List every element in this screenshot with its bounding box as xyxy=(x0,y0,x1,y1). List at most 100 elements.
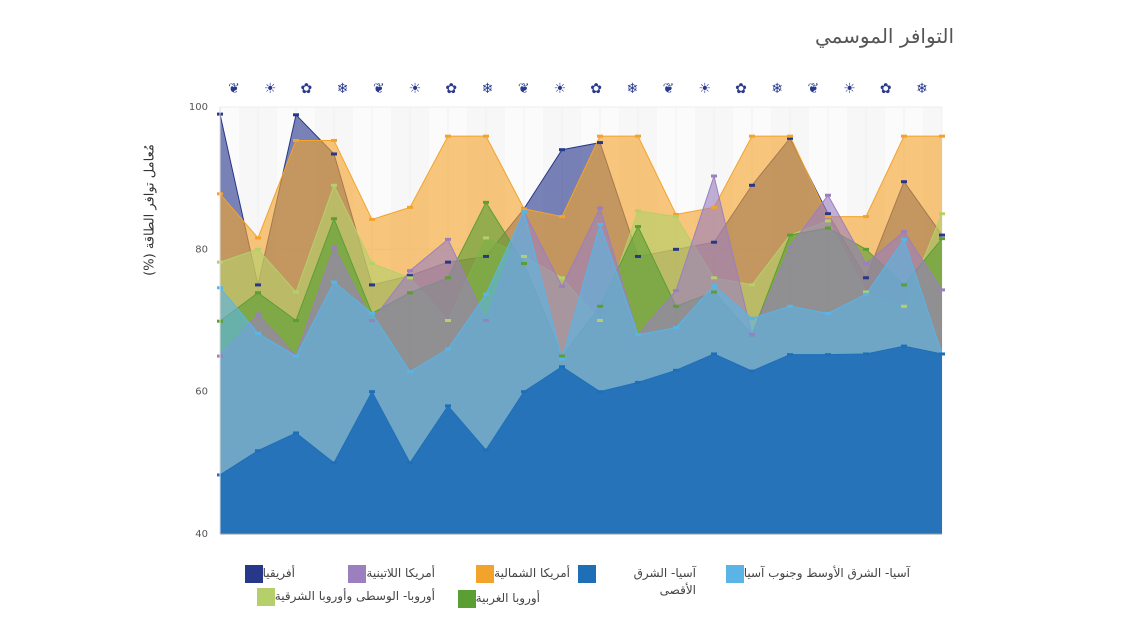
data-point xyxy=(483,448,489,452)
leaf-icon: ❦ xyxy=(373,81,385,97)
data-point xyxy=(445,276,451,280)
legend-label: آسيا- الشرق الأوسط وجنوب آسيا xyxy=(743,566,910,580)
data-point xyxy=(901,344,907,348)
data-point xyxy=(293,354,299,358)
data-point xyxy=(483,134,489,138)
legend-label: أفريقيا xyxy=(262,566,295,580)
data-point xyxy=(825,311,831,315)
data-point xyxy=(597,390,603,394)
data-point xyxy=(559,284,565,288)
data-point xyxy=(369,311,375,315)
data-point xyxy=(483,254,489,258)
data-point xyxy=(331,461,337,465)
data-point xyxy=(369,217,375,221)
data-point xyxy=(635,333,641,337)
data-point xyxy=(901,237,907,241)
sun-icon: ☀ xyxy=(409,81,422,97)
data-point xyxy=(825,212,831,216)
data-point xyxy=(711,276,717,280)
data-point xyxy=(597,222,603,226)
legend-item-latin-america[interactable]: أمريكا اللاتينية xyxy=(340,565,435,583)
maple-leaf-icon: ✿ xyxy=(735,81,747,97)
data-point xyxy=(635,254,641,258)
legend-swatch xyxy=(244,565,263,583)
maple-leaf-icon: ✿ xyxy=(301,81,313,97)
data-point xyxy=(673,212,679,216)
data-point xyxy=(331,138,337,142)
data-point xyxy=(407,269,413,273)
data-point xyxy=(711,240,717,244)
y-tick-label: 100 xyxy=(189,102,208,113)
data-point xyxy=(597,134,603,138)
data-point xyxy=(863,292,869,296)
legend-item-asia-far-east[interactable]: آسيا- الشرق الأقصى xyxy=(570,565,700,599)
data-point xyxy=(597,141,603,145)
data-point xyxy=(901,304,907,308)
data-point xyxy=(521,390,527,394)
season-icons: ❦ ☀ ✿ ❄ ❦ ☀ ✿ ❄ ❦ ☀ ✿ ❄ ❦ ☀ ✿ ❄ ❦ ☀ ✿ ❄ xyxy=(228,81,928,97)
legend-label: أوروبا الغربية xyxy=(475,591,540,605)
data-point xyxy=(559,276,565,280)
data-point xyxy=(825,226,831,230)
sun-icon: ☀ xyxy=(554,81,567,97)
data-point xyxy=(407,461,413,465)
data-point xyxy=(825,215,831,219)
data-point xyxy=(255,291,261,295)
legend-swatch xyxy=(457,590,476,608)
data-point xyxy=(597,304,603,308)
data-point xyxy=(749,316,755,320)
data-point xyxy=(445,134,451,138)
data-point xyxy=(749,333,755,337)
legend-label: أمريكا اللاتينية xyxy=(366,566,435,580)
sun-icon: ☀ xyxy=(843,81,856,97)
legend-item-western-europe[interactable]: أوروبا الغربية xyxy=(450,590,540,608)
snowflake-icon: ❄ xyxy=(337,81,349,97)
data-point xyxy=(483,200,489,204)
maple-leaf-icon: ✿ xyxy=(880,81,892,97)
data-point xyxy=(939,134,945,138)
data-point xyxy=(901,230,907,234)
data-point xyxy=(255,283,261,287)
data-point xyxy=(369,319,375,322)
leaf-icon: ❦ xyxy=(518,81,530,97)
data-point xyxy=(787,244,793,248)
data-point xyxy=(711,352,717,356)
data-point xyxy=(825,193,831,197)
legend-item-africa[interactable]: أفريقيا xyxy=(237,565,295,583)
data-point xyxy=(483,236,489,240)
data-point xyxy=(787,353,793,357)
data-point xyxy=(331,245,337,249)
legend-item-central-eastern-europe[interactable]: أوروبا- الوسطى وأوروبا الشرقية xyxy=(249,588,435,606)
snowflake-icon: ❄ xyxy=(916,81,928,97)
axes: 40 60 80 100 xyxy=(189,102,942,540)
data-point xyxy=(635,134,641,138)
data-point xyxy=(521,254,527,258)
data-point xyxy=(445,237,451,241)
data-point xyxy=(407,370,413,374)
legend-item-north-america[interactable]: أمريكا الشمالية xyxy=(468,565,570,583)
data-point xyxy=(255,236,261,240)
legend-swatch xyxy=(725,565,744,583)
snowflake-icon: ❄ xyxy=(482,81,494,97)
data-point xyxy=(749,183,755,187)
maple-leaf-icon: ✿ xyxy=(590,81,602,97)
data-point xyxy=(445,260,451,264)
data-point xyxy=(293,113,299,117)
data-point xyxy=(293,138,299,142)
data-point xyxy=(331,183,337,187)
data-point xyxy=(407,274,413,278)
data-point xyxy=(369,262,375,266)
data-point xyxy=(711,205,717,209)
data-point xyxy=(331,152,337,156)
legend-item-asia-middle-east[interactable]: آسيا- الشرق الأوسط وجنوب آسيا xyxy=(718,565,910,583)
data-point xyxy=(673,215,679,219)
legend-swatch xyxy=(348,565,367,583)
data-point xyxy=(939,352,945,356)
leaf-icon: ❦ xyxy=(808,81,820,97)
data-point xyxy=(939,212,945,216)
legend-label: أوروبا- الوسطى وأوروبا الشرقية xyxy=(274,589,435,603)
data-point xyxy=(863,247,869,251)
data-point xyxy=(787,136,793,140)
data-point xyxy=(787,134,793,138)
